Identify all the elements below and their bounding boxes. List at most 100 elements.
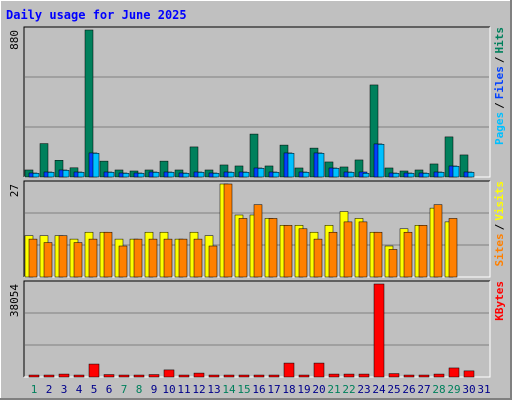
x-tick-label: 17 bbox=[267, 383, 280, 396]
bar bbox=[73, 242, 83, 278]
bar bbox=[242, 172, 250, 178]
bar bbox=[268, 374, 280, 378]
bar bbox=[317, 153, 325, 178]
x-tick-label: 8 bbox=[136, 383, 143, 396]
x-tick-label: 23 bbox=[357, 383, 370, 396]
legend-entry: Sites bbox=[493, 233, 506, 266]
bar bbox=[133, 374, 145, 378]
bar bbox=[118, 245, 128, 278]
panel bbox=[24, 281, 490, 377]
bar bbox=[403, 374, 415, 378]
bar bbox=[437, 172, 445, 178]
bar bbox=[433, 204, 443, 278]
bar bbox=[257, 168, 265, 178]
bar bbox=[88, 238, 98, 278]
bar bbox=[122, 173, 130, 178]
x-tick-label: 26 bbox=[402, 383, 415, 396]
bar bbox=[388, 373, 400, 378]
bar bbox=[298, 228, 308, 278]
bar bbox=[178, 238, 188, 278]
x-tick-label: 14 bbox=[222, 383, 236, 396]
x-tick-label: 30 bbox=[462, 383, 475, 396]
x-tick-label: 7 bbox=[121, 383, 128, 396]
x-tick-label: 19 bbox=[297, 383, 310, 396]
legend-separator: / bbox=[493, 56, 506, 63]
bar bbox=[32, 173, 40, 178]
bar bbox=[403, 231, 413, 278]
bar bbox=[253, 204, 263, 278]
bar bbox=[313, 362, 325, 378]
bar bbox=[193, 238, 203, 278]
panel-edge-dark bbox=[23, 280, 490, 377]
x-tick-label: 1 bbox=[31, 383, 38, 396]
x-tick-label: 15 bbox=[237, 383, 250, 396]
bar bbox=[287, 153, 295, 178]
bar bbox=[343, 221, 353, 278]
bar bbox=[448, 218, 458, 278]
bar bbox=[118, 374, 130, 378]
x-tick-label: 6 bbox=[106, 383, 113, 396]
x-tick-label: 21 bbox=[327, 383, 340, 396]
x-tick-label: 16 bbox=[252, 383, 265, 396]
chart-title: Daily usage for June 2025 bbox=[6, 8, 187, 22]
bar bbox=[163, 238, 173, 278]
legend-entry: Visits bbox=[493, 181, 506, 221]
legend-separator: / bbox=[493, 102, 506, 109]
legend-entry: KBytes bbox=[493, 281, 506, 321]
bar bbox=[418, 374, 430, 378]
bar bbox=[62, 170, 70, 178]
bar bbox=[28, 374, 40, 378]
bar bbox=[358, 221, 368, 278]
bar bbox=[167, 172, 175, 178]
x-tick-label: 11 bbox=[177, 383, 190, 396]
bar bbox=[208, 245, 218, 278]
panel-edge-dark bbox=[23, 26, 490, 177]
bar bbox=[238, 374, 250, 378]
bar bbox=[103, 374, 115, 378]
bar bbox=[298, 374, 310, 378]
bar bbox=[328, 373, 340, 378]
bar bbox=[358, 373, 370, 378]
x-tick-label: 24 bbox=[372, 383, 386, 396]
bar bbox=[58, 235, 68, 278]
bar bbox=[418, 225, 428, 278]
x-tick-label: 9 bbox=[151, 383, 158, 396]
bar bbox=[422, 173, 430, 178]
bar bbox=[133, 238, 143, 278]
bar bbox=[77, 172, 85, 178]
bar bbox=[88, 363, 100, 378]
bar bbox=[178, 374, 190, 378]
x-tick-label: 4 bbox=[76, 383, 83, 396]
x-tick-label: 18 bbox=[282, 383, 295, 396]
x-tick-label: 3 bbox=[61, 383, 68, 396]
bar bbox=[137, 173, 145, 178]
bar bbox=[148, 238, 158, 278]
bar bbox=[347, 172, 355, 178]
bar bbox=[227, 172, 235, 178]
legend: Sites / Visits bbox=[493, 181, 506, 267]
bar bbox=[223, 183, 233, 278]
bar bbox=[407, 173, 415, 178]
y-tick-label: 880 bbox=[8, 30, 21, 50]
bar bbox=[212, 173, 220, 178]
bar bbox=[73, 374, 85, 378]
bar bbox=[182, 173, 190, 178]
bar bbox=[373, 231, 383, 278]
y-tick-label: 38054 bbox=[8, 284, 21, 317]
bar bbox=[272, 172, 280, 178]
x-tick-label: 27 bbox=[417, 383, 430, 396]
bar bbox=[362, 173, 370, 178]
legend: Pages / Files / Hits bbox=[493, 27, 506, 145]
bar bbox=[107, 172, 115, 178]
y-tick-label: 27 bbox=[8, 184, 21, 197]
bar bbox=[103, 231, 113, 278]
bar bbox=[47, 172, 55, 178]
bar bbox=[373, 283, 385, 378]
bar bbox=[463, 370, 475, 378]
bar bbox=[448, 367, 460, 378]
bar bbox=[328, 231, 338, 278]
x-tick-label: 2 bbox=[46, 383, 53, 396]
legend-entry: Pages bbox=[493, 112, 506, 145]
